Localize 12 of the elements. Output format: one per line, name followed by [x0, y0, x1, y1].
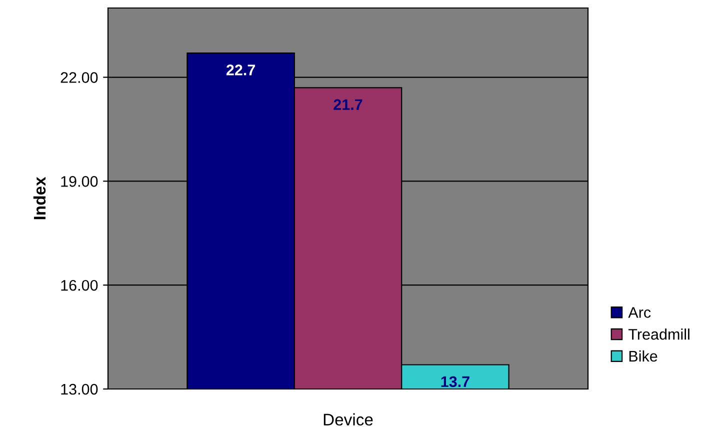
- data-label: 22.7: [226, 64, 255, 76]
- x-axis-title: Device: [324, 413, 373, 426]
- y-tick-label: 19.00: [61, 176, 98, 187]
- data-label: 21.7: [334, 99, 362, 110]
- legend-label: Arc: [628, 307, 651, 318]
- data-label: 13.7: [441, 376, 470, 388]
- y-tick-label: 13.00: [61, 384, 98, 395]
- y-axis-title: Index: [33, 176, 46, 220]
- legend-label: Bike: [629, 350, 658, 362]
- legend-label: Treadmill: [628, 328, 690, 340]
- y-tick-label: 22.00: [60, 72, 98, 83]
- y-tick-label: 16.00: [61, 280, 98, 291]
